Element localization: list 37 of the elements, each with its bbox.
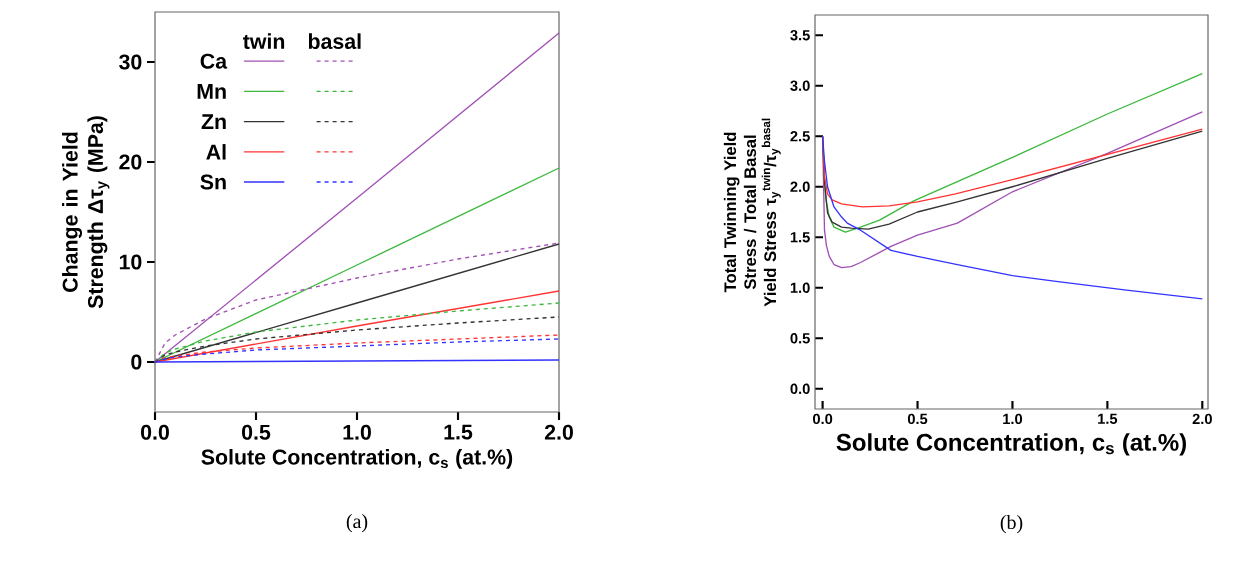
x-tick-label: 1.0 xyxy=(1003,413,1023,425)
line-series xyxy=(821,111,1203,269)
y-tick-label: 30 xyxy=(119,54,142,70)
x-axis-title: Solute Concentration, c$_{s}$ (at.%) xyxy=(201,448,513,469)
y-tick-label: 0.5 xyxy=(790,333,810,344)
x-tick-label: 0.0 xyxy=(812,413,833,425)
y-tick-label: 0 xyxy=(131,354,142,370)
y-tick-label: 20 xyxy=(119,154,142,170)
x-tick-label: 0.5 xyxy=(242,424,271,440)
y-tick-label: 1.5 xyxy=(790,232,810,243)
line-series xyxy=(821,135,1203,300)
text: (b) xyxy=(1000,515,1023,534)
annotation: twin xyxy=(243,33,285,49)
legend-label: Al xyxy=(206,144,226,160)
y-tick-label: 0.0 xyxy=(790,383,810,394)
legend-label: Zn xyxy=(201,114,226,129)
x-tick-label: 1.5 xyxy=(444,424,473,440)
y-tick-label: 3.0 xyxy=(790,80,810,91)
y-tick-label: 2.5 xyxy=(790,131,810,142)
x-tick-label: 1.0 xyxy=(343,424,371,440)
y-tick-label: 3.5 xyxy=(790,30,810,41)
x-tick-label: 0.0 xyxy=(141,424,169,440)
x-tick-label: 2.0 xyxy=(544,424,573,440)
y-tick-label: 10 xyxy=(119,254,142,270)
y-tick-label: 2.0 xyxy=(790,181,810,192)
x-tick-label: 1.5 xyxy=(1098,413,1118,424)
legend-label: Mn xyxy=(197,84,226,99)
x-tick-label: 0.5 xyxy=(907,413,928,425)
x-axis-title: Solute Concentration, c$_{s}$ (at.%) xyxy=(836,433,1186,456)
legend-label: Sn xyxy=(200,174,226,190)
line-series xyxy=(821,130,1203,230)
line-series xyxy=(821,72,1203,233)
y-tick-label: 1.0 xyxy=(790,282,810,293)
annotation: basal xyxy=(308,33,361,50)
text: (a) xyxy=(346,514,368,533)
legend-label: Ca xyxy=(200,53,228,69)
x-tick-label: 2.0 xyxy=(1192,413,1212,425)
